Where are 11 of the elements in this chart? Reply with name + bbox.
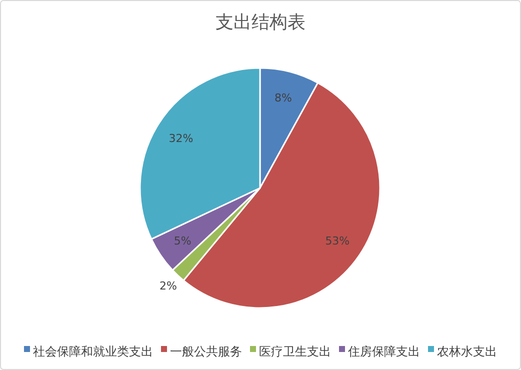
legend-label: 社会保障和就业类支出 <box>33 344 153 358</box>
data-label: 2% <box>160 280 177 293</box>
legend-label: 住房保障支出 <box>347 344 420 358</box>
data-label: 8% <box>274 91 292 104</box>
chart-title: 支出结构表 <box>216 12 306 33</box>
legend-label: 医疗卫生支出 <box>259 344 331 358</box>
legend-label: 农林水支出 <box>437 344 497 358</box>
legend-label: 一般公共服务 <box>170 344 242 358</box>
data-label: 5% <box>174 234 192 248</box>
data-label: 32% <box>168 132 194 145</box>
data-label: 53% <box>325 234 350 248</box>
